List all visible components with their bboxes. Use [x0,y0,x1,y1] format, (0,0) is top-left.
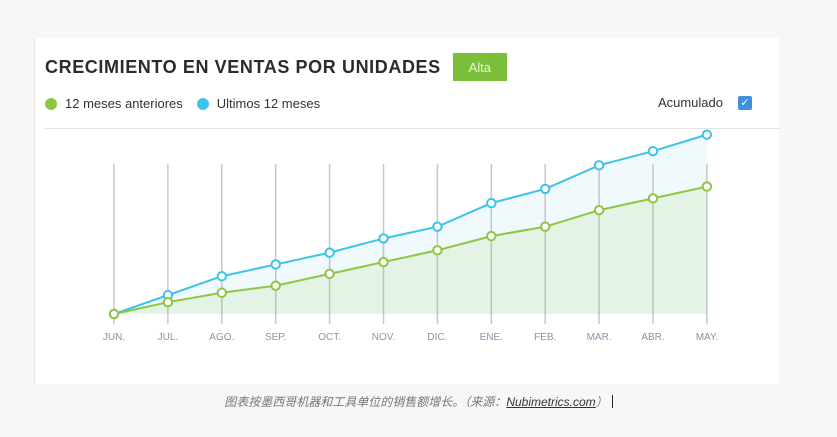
data-point [593,160,605,171]
data-point [324,247,335,258]
data-point [432,221,443,232]
x-tick-label: JUN. [103,332,125,343]
legend-label-last: Ultimos 12 meses [216,96,321,111]
x-tick-label: ABR. [641,332,664,343]
accumulated-label: Acumulado [657,95,723,110]
legend-dot-previous [45,97,57,110]
line-chart: JUN. JUL. AGO. SEP. OCT. NOV. DIC. ENE. FEB. MAR.… [103,129,718,343]
data-point [701,129,713,140]
legend-item-last: Ultimos 12 meses [196,96,321,111]
x-tick-label: ENE. [480,332,503,343]
x-tick-label: SEP. [265,332,287,343]
data-point [647,193,659,204]
source-link[interactable]: Nubimetrics.com [506,395,596,409]
x-tick-label: FEB. [534,332,556,343]
x-tick-label: MAY. [696,332,718,343]
header-divider [45,128,779,129]
data-point [378,233,389,244]
data-point [540,183,551,195]
series-line [113,185,708,315]
series-area [114,134,707,314]
status-badge: Alta [452,53,507,81]
data-point [701,181,713,192]
data-point [593,204,605,216]
caption-text: 图表按墨西哥机器和工具单位的销售额增长。（来源： [224,395,507,409]
data-point [324,268,335,280]
legend-label-previous: 12 meses anteriores [65,96,183,111]
data-point [162,297,174,308]
left-border [34,38,35,384]
x-tick-label: AGO. [209,332,234,343]
x-tick-label: OCT. [318,332,341,343]
data-point [486,230,497,242]
legend-item-previous: 12 meses anteriores [45,96,183,111]
data-point [647,145,659,157]
chart-title: CRECIMIENTO EN VENTAS POR UNIDADES [45,56,441,77]
text-cursor [611,395,613,408]
data-point [270,259,281,270]
x-tick-label: DIC. [427,332,447,343]
header: CRECIMIENTO EN VENTAS POR UNIDADES Alta [45,52,507,82]
data-point [216,287,228,298]
data-point [486,197,497,209]
x-tick-label: JUL. [158,332,179,343]
x-tick-label: NOV. [372,332,396,343]
data-point [432,245,443,256]
data-point [540,221,551,232]
data-point [270,280,281,291]
x-tick-label: MAR. [587,332,612,343]
accumulated-checkbox[interactable]: ✓ [738,96,752,110]
data-point [378,256,389,268]
chart-card: CRECIMIENTO EN VENTAS POR UNIDADES Alta … [35,38,779,384]
legend: 12 meses anteriores Ultimos 12 meses [45,96,334,111]
series-line [113,133,708,315]
caption-close: ） [595,395,608,409]
legend-dot-last [196,97,209,110]
caption: 图表按墨西哥机器和工具单位的销售额增长。（来源：Nubimetrics.com） [0,393,837,410]
data-point [216,271,228,282]
data-point [108,308,120,320]
series-area [114,186,707,314]
check-icon: ✓ [740,96,750,109]
